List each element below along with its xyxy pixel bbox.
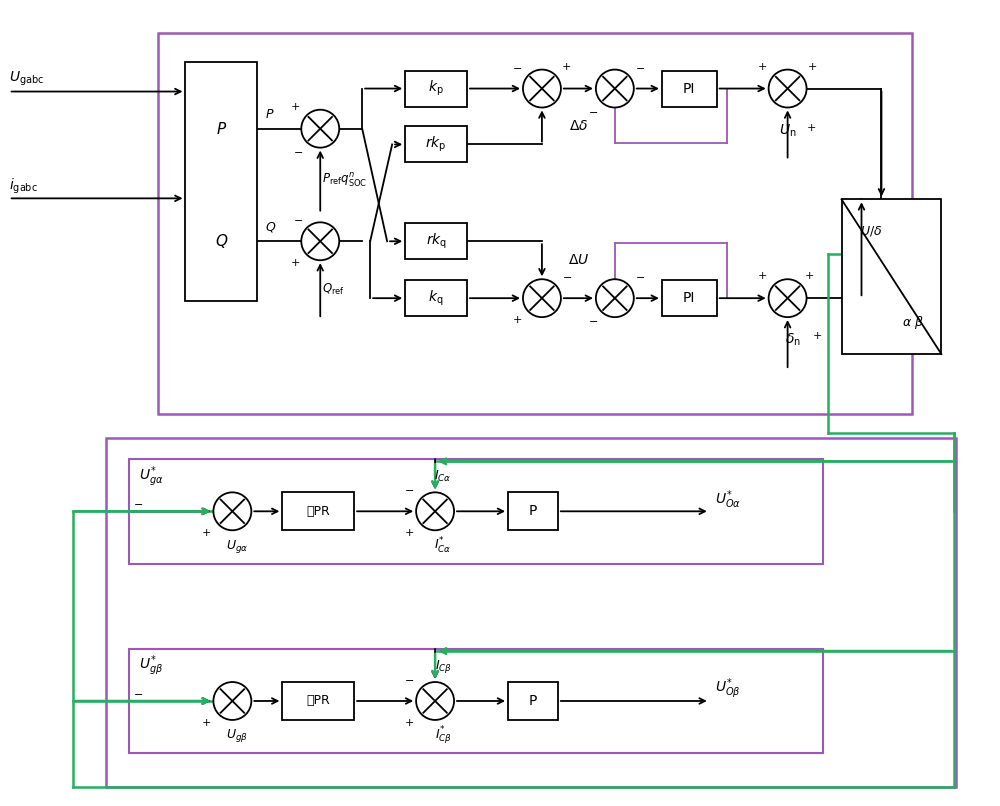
Text: $-$: $-$ — [404, 484, 414, 494]
Bar — [158, 32, 912, 414]
Bar — [282, 682, 354, 720]
Bar — [185, 61, 257, 301]
Text: $\Delta U$: $\Delta U$ — [568, 253, 589, 268]
Text: PI: PI — [683, 291, 695, 305]
Text: $\delta_{\rm n}$: $\delta_{\rm n}$ — [785, 332, 801, 348]
Text: $i_{\rm gabc}$: $i_{\rm gabc}$ — [9, 177, 38, 196]
Text: $\alpha\ \beta$: $\alpha\ \beta$ — [902, 314, 924, 330]
Text: $P$: $P$ — [265, 108, 275, 121]
Bar — [662, 280, 717, 316]
Text: +: + — [291, 102, 300, 112]
Text: $U_{O\alpha}^{*}$: $U_{O\alpha}^{*}$ — [715, 488, 741, 511]
Circle shape — [213, 492, 251, 530]
Text: +: + — [805, 271, 814, 281]
Text: $U_{g\alpha}$: $U_{g\alpha}$ — [226, 538, 249, 555]
Circle shape — [213, 682, 251, 720]
Text: +: + — [512, 315, 522, 325]
Text: P: P — [529, 694, 537, 708]
Text: 准PR: 准PR — [306, 695, 330, 708]
Text: $-$: $-$ — [512, 61, 522, 72]
Text: +: + — [813, 331, 822, 341]
Bar — [282, 492, 354, 530]
Text: $-$: $-$ — [404, 674, 414, 684]
Text: $I_{C\beta}^{*}$: $I_{C\beta}^{*}$ — [435, 725, 452, 747]
Text: $-$: $-$ — [293, 146, 303, 156]
Text: +: + — [758, 61, 767, 72]
Circle shape — [416, 682, 454, 720]
Text: $-$: $-$ — [588, 315, 598, 325]
Bar — [129, 649, 823, 754]
Text: $Q$: $Q$ — [265, 220, 277, 235]
Text: $-$: $-$ — [293, 214, 303, 224]
Text: $Q_{\rm ref}$: $Q_{\rm ref}$ — [322, 281, 345, 297]
Bar — [405, 127, 467, 163]
Text: 准PR: 准PR — [306, 505, 330, 517]
Bar — [129, 459, 823, 563]
Text: $U_{\rm gabc}$: $U_{\rm gabc}$ — [9, 69, 44, 88]
Text: $U_{g\alpha}^{*}$: $U_{g\alpha}^{*}$ — [139, 464, 163, 488]
Text: $\Delta\delta$: $\Delta\delta$ — [569, 119, 588, 134]
Circle shape — [769, 279, 807, 317]
Bar — [106, 438, 956, 787]
Circle shape — [523, 69, 561, 107]
Text: +: + — [404, 528, 414, 538]
Bar — [405, 223, 467, 260]
Text: $-$: $-$ — [588, 106, 598, 115]
Text: $-$: $-$ — [635, 271, 645, 281]
Text: +: + — [404, 718, 414, 728]
Bar — [842, 199, 941, 354]
Bar — [405, 71, 467, 106]
Text: $U_{g\beta}$: $U_{g\beta}$ — [226, 728, 248, 745]
Text: +: + — [808, 61, 817, 72]
Circle shape — [523, 279, 561, 317]
Bar — [508, 682, 558, 720]
Text: +: + — [562, 61, 572, 72]
Text: +: + — [202, 718, 211, 728]
Text: $I_{C\alpha}^{*}$: $I_{C\alpha}^{*}$ — [434, 536, 452, 556]
Text: +: + — [202, 528, 211, 538]
Circle shape — [416, 492, 454, 530]
Text: $Q$: $Q$ — [215, 232, 228, 251]
Text: $-$: $-$ — [133, 688, 144, 698]
Bar — [508, 492, 558, 530]
Text: $I_{C\alpha}$: $I_{C\alpha}$ — [434, 469, 452, 484]
Bar — [405, 280, 467, 316]
Text: $P$: $P$ — [216, 121, 227, 137]
Text: +: + — [291, 258, 300, 268]
Circle shape — [301, 222, 339, 260]
Text: $-$: $-$ — [562, 271, 572, 281]
Text: $k_{\rm q}$: $k_{\rm q}$ — [428, 289, 444, 308]
Circle shape — [596, 69, 634, 107]
Text: +: + — [807, 123, 816, 134]
Text: PI: PI — [683, 81, 695, 96]
Text: +: + — [758, 271, 767, 281]
Text: $k_{\rm p}$: $k_{\rm p}$ — [428, 79, 444, 98]
Text: $rk_{\rm q}$: $rk_{\rm q}$ — [426, 231, 447, 251]
Text: $U_{O\beta}^{*}$: $U_{O\beta}^{*}$ — [715, 677, 740, 701]
Circle shape — [769, 69, 807, 107]
Text: $U_{\rm n}$: $U_{\rm n}$ — [779, 123, 796, 139]
Text: $U_{g\beta}^{*}$: $U_{g\beta}^{*}$ — [139, 654, 163, 679]
Text: P: P — [529, 505, 537, 518]
Text: $P_{\rm ref}q_{\rm SOC}^{n}$: $P_{\rm ref}q_{\rm SOC}^{n}$ — [322, 172, 368, 189]
Text: $rk_{\rm p}$: $rk_{\rm p}$ — [425, 135, 447, 154]
Text: $-$: $-$ — [133, 498, 144, 509]
Text: $I_{C\beta}$: $I_{C\beta}$ — [435, 658, 452, 675]
Bar — [662, 71, 717, 106]
Text: $-$: $-$ — [635, 61, 645, 72]
Circle shape — [596, 279, 634, 317]
Text: $U/\delta$: $U/\delta$ — [860, 224, 883, 239]
Circle shape — [301, 110, 339, 147]
